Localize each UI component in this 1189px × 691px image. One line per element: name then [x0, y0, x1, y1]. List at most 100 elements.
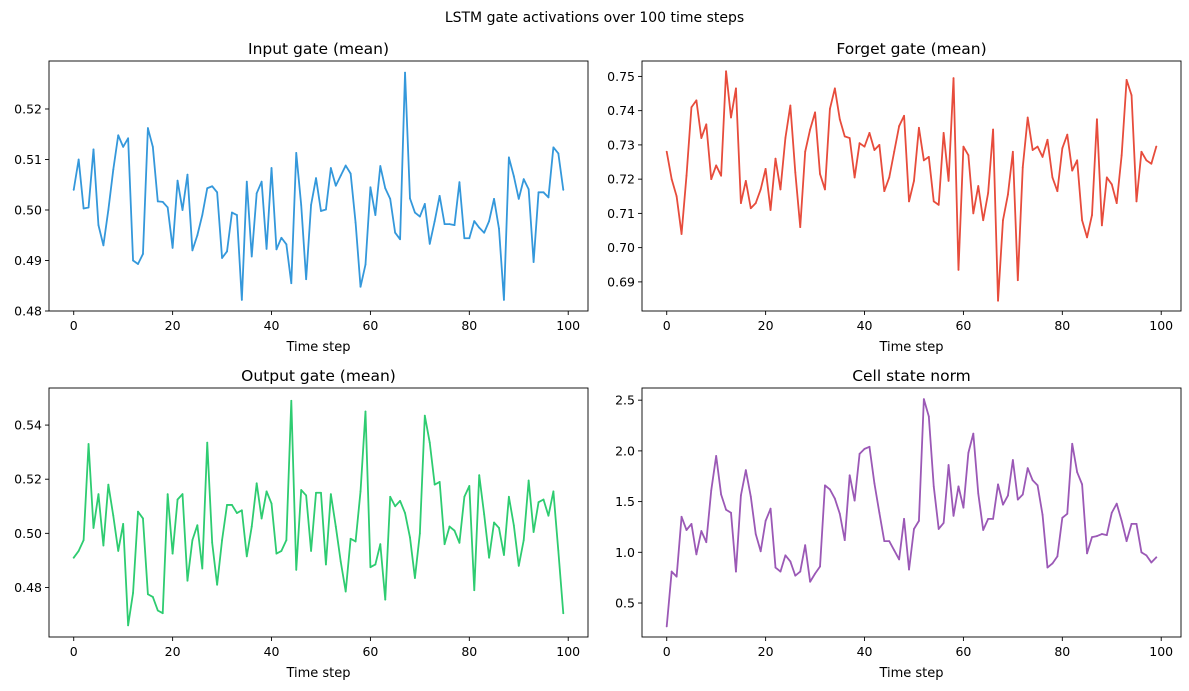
y-tick-label: 0.51: [14, 152, 42, 167]
data-point: [414, 577, 416, 579]
y-tick-label: 0.50: [14, 202, 42, 217]
data-point: [221, 539, 223, 542]
data-point: [483, 513, 486, 516]
data-point: [542, 498, 545, 501]
x-tick-label: 0: [70, 644, 78, 659]
data-point: [369, 566, 372, 569]
data-point: [166, 206, 169, 209]
data-point: [280, 236, 283, 239]
data-point: [908, 568, 910, 571]
data-point: [1046, 566, 1049, 569]
data-point: [280, 550, 283, 552]
data-point: [92, 148, 95, 151]
data-point: [211, 541, 214, 544]
y-tick-label: 2.0: [615, 443, 635, 458]
y-tick-label: 0.69: [607, 274, 635, 289]
y-tick-label: 0.52: [14, 472, 42, 487]
data-point: [354, 540, 357, 543]
data-point: [339, 174, 342, 177]
data-point: [814, 572, 816, 575]
data-point: [705, 123, 708, 126]
data-point: [942, 132, 945, 134]
data-point: [769, 507, 772, 510]
data-point: [942, 522, 945, 524]
data-point: [1100, 224, 1103, 227]
data-point: [710, 489, 713, 492]
data-point: [394, 505, 397, 508]
data-point: [404, 512, 406, 514]
data-point: [443, 543, 446, 546]
data-point: [947, 179, 950, 182]
data-point: [977, 492, 980, 495]
data-point: [898, 125, 901, 127]
x-tick-label: 60: [955, 644, 971, 659]
data-point: [151, 145, 154, 148]
data-point: [176, 498, 179, 501]
data-point: [730, 116, 732, 119]
data-point: [171, 552, 174, 555]
data-point: [122, 522, 125, 525]
data-point: [1086, 236, 1088, 239]
data-point: [191, 249, 194, 252]
data-point: [369, 186, 372, 189]
data-point: [260, 180, 263, 183]
data-point: [967, 154, 970, 157]
data-point: [562, 188, 565, 191]
x-tick-label: 40: [857, 644, 873, 659]
data-point: [927, 415, 930, 418]
data-point: [1096, 535, 1098, 537]
chart-title: Forget gate (mean): [836, 40, 986, 58]
data-point: [364, 263, 367, 266]
data-point: [147, 127, 149, 130]
data-point: [77, 158, 80, 161]
data-point: [725, 508, 727, 511]
data-point: [404, 71, 406, 74]
data-point: [700, 530, 703, 532]
data-point: [774, 157, 777, 160]
data-point: [186, 173, 189, 176]
data-point: [507, 156, 510, 159]
data-point: [112, 168, 115, 171]
data-point: [873, 149, 876, 151]
data-point: [838, 512, 841, 515]
subplot-1: Input gate (mean) 0 20 40 60 80 100 0.48 0.49 0.5…: [14, 40, 589, 355]
data-point: [171, 246, 174, 249]
data-point: [359, 490, 362, 493]
data-point: [1115, 202, 1118, 205]
data-point: [893, 549, 896, 552]
data-point: [744, 469, 747, 472]
data-point: [201, 567, 204, 570]
data-point: [344, 164, 347, 167]
data-point: [315, 491, 317, 494]
data-point: [1110, 183, 1113, 186]
data-point: [735, 570, 737, 573]
subplot-grid: Input gate (mean) 0 20 40 60 80 100 0.48 0.49 0.5…: [14, 40, 1182, 681]
data-point: [962, 145, 965, 148]
data-point: [503, 298, 505, 301]
data-point: [196, 524, 199, 527]
data-point: [493, 521, 495, 524]
series-line: [665, 398, 1158, 628]
data-point: [1071, 442, 1074, 445]
data-point: [448, 223, 451, 226]
data-point: [418, 215, 421, 218]
data-point: [1120, 519, 1123, 522]
data-point: [547, 514, 550, 517]
data-point: [438, 194, 441, 197]
data-point: [863, 447, 866, 450]
data-point: [423, 203, 426, 205]
data-point: [384, 598, 387, 601]
data-point: [1076, 471, 1079, 474]
data-point: [1115, 502, 1118, 505]
data-point: [512, 175, 515, 178]
data-point: [987, 191, 990, 194]
data-point: [838, 118, 841, 121]
data-point: [295, 568, 298, 571]
chart-title: Input gate (mean): [248, 40, 389, 58]
data-point: [72, 556, 75, 559]
data-point: [161, 612, 164, 615]
data-point: [270, 502, 273, 505]
data-point: [1051, 176, 1054, 179]
data-point: [92, 527, 95, 529]
data-point: [932, 485, 935, 488]
